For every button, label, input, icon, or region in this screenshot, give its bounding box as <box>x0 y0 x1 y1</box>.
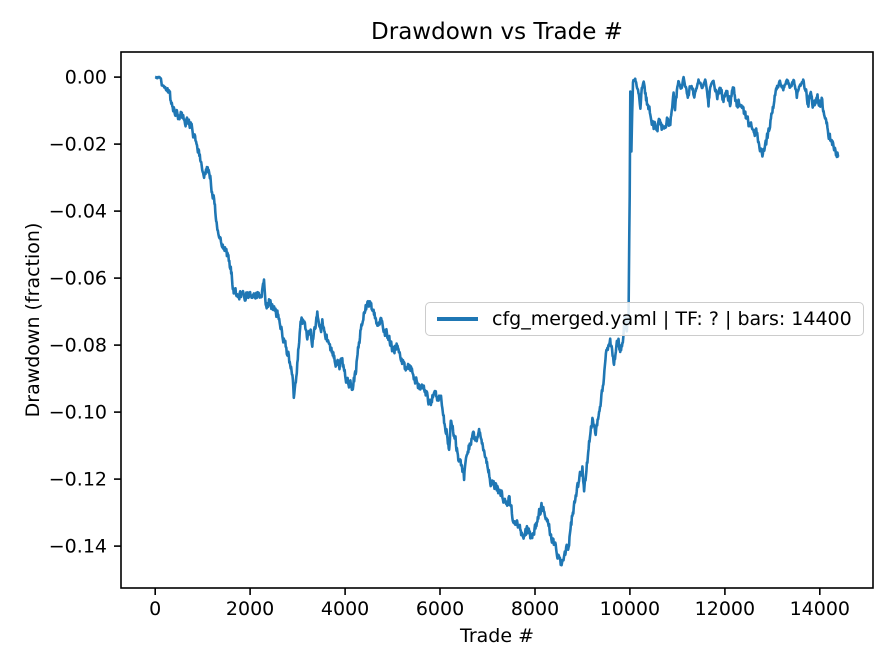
legend-line-sample-icon <box>437 317 478 321</box>
x-axis-tick-label: 2000 <box>226 598 274 620</box>
y-axis-tick-label: −0.02 <box>49 134 107 156</box>
x-axis-tick-label: 0 <box>149 598 161 620</box>
x-axis-tick-label: 6000 <box>416 598 464 620</box>
y-axis-tick-label: −0.12 <box>49 469 107 491</box>
chart-title: Drawdown vs Trade # <box>371 19 623 45</box>
x-axis-tick-label: 4000 <box>321 598 369 620</box>
y-axis-label: Drawdown (fraction) <box>22 222 44 418</box>
y-axis-tick-label: −0.14 <box>49 536 107 558</box>
y-axis-tick-label: −0.10 <box>49 402 107 424</box>
drawdown-line <box>154 75 840 567</box>
x-axis-tick-label: 14000 <box>790 598 850 620</box>
y-axis-tick-label: −0.06 <box>49 268 107 290</box>
legend-label: cfg_merged.yaml | TF: ? | bars: 14400 <box>492 308 852 330</box>
y-axis-tick-label: −0.04 <box>49 201 107 223</box>
x-axis-tick-label: 10000 <box>600 598 660 620</box>
axes-frame <box>120 51 874 589</box>
legend: cfg_merged.yaml | TF: ? | bars: 14400 <box>425 302 864 336</box>
y-axis-tick-label: −0.08 <box>49 335 107 357</box>
x-axis-tick-label: 12000 <box>695 598 755 620</box>
x-axis-tick-label: 8000 <box>511 598 559 620</box>
y-axis-tick-label: 0.00 <box>65 67 107 89</box>
x-axis-label: Trade # <box>460 625 534 647</box>
